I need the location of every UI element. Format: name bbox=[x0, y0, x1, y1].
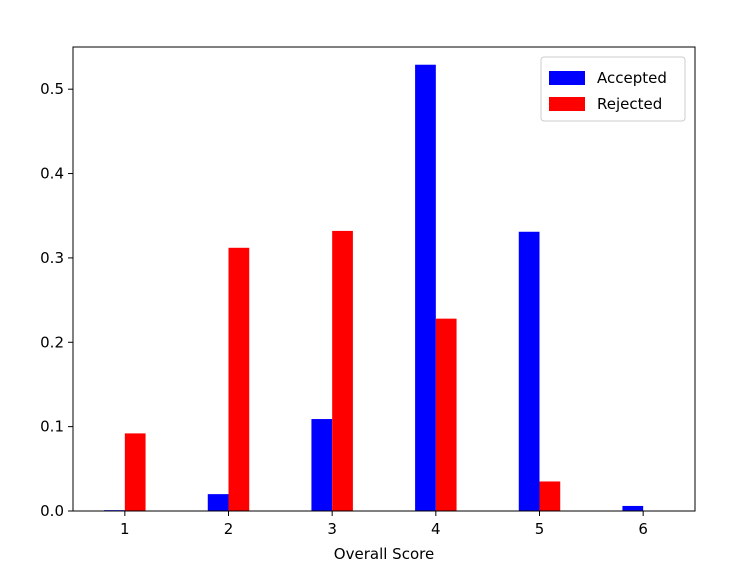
bar-accepted-4 bbox=[415, 64, 436, 511]
y-tick-label: 0.0 bbox=[40, 502, 64, 520]
bar-rejected-4 bbox=[435, 318, 457, 511]
legend: Accepted Rejected bbox=[540, 56, 686, 122]
bars-layer bbox=[104, 64, 644, 512]
legend-swatch-rejected bbox=[549, 97, 585, 111]
x-tick-label: 2 bbox=[224, 520, 234, 538]
bar-accepted-2 bbox=[207, 494, 229, 511]
y-tick-label: 0.4 bbox=[40, 165, 64, 183]
y-tick-label: 0.3 bbox=[40, 249, 64, 267]
x-axis-label: Overall Score bbox=[334, 545, 434, 563]
legend-label-rejected: Rejected bbox=[597, 95, 662, 113]
x-tick-label: 4 bbox=[431, 520, 441, 538]
x-tick-label: 5 bbox=[535, 520, 545, 538]
y-tick-label: 0.1 bbox=[40, 418, 64, 436]
x-tick-label: 6 bbox=[638, 520, 648, 538]
x-tick-label: 1 bbox=[120, 520, 130, 538]
y-tick-label: 0.2 bbox=[40, 333, 64, 351]
y-tick-label: 0.5 bbox=[40, 80, 64, 98]
axes-layer: 0.0 0.1 0.2 0.3 0.4 0.5 1 2 3 4 5 6 bbox=[40, 46, 696, 538]
bar-accepted-5 bbox=[518, 231, 540, 511]
bar-rejected-5 bbox=[539, 481, 561, 511]
bar-accepted-3 bbox=[311, 419, 333, 511]
bar-accepted-6 bbox=[622, 505, 644, 511]
bar-rejected-3 bbox=[332, 230, 353, 511]
x-tick-label: 3 bbox=[327, 520, 337, 538]
plot-frame bbox=[72, 46, 696, 512]
legend-swatch-accepted bbox=[549, 71, 585, 85]
bar-rejected-2 bbox=[228, 247, 250, 512]
legend-label-accepted: Accepted bbox=[597, 69, 667, 87]
bar-rejected-1 bbox=[124, 433, 146, 511]
